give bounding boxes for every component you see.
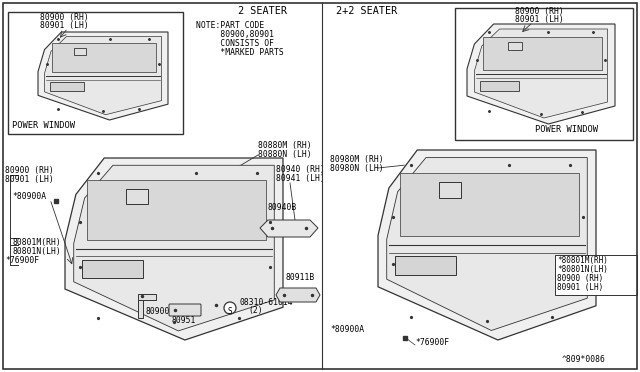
FancyBboxPatch shape [169,304,201,316]
Text: 80980M (RH): 80980M (RH) [330,155,383,164]
Bar [50,82,83,91]
Text: POWER WINDOW: POWER WINDOW [12,121,75,130]
Text: S: S [227,307,232,315]
Polygon shape [87,180,266,240]
Polygon shape [38,32,168,120]
Polygon shape [400,173,579,235]
Bar [508,42,522,50]
Text: 80901 (LH): 80901 (LH) [557,283,604,292]
Text: 80900 (RH): 80900 (RH) [515,7,564,16]
Text: *80900A: *80900A [12,192,46,201]
Bar [480,81,519,91]
Text: 80900 (RH): 80900 (RH) [5,166,54,175]
Polygon shape [467,24,615,124]
Text: 2 SEATER: 2 SEATER [238,6,287,16]
Text: (2): (2) [248,306,262,315]
Text: 80901 (LH): 80901 (LH) [40,21,89,30]
Text: 80801M(RH): 80801M(RH) [12,238,61,247]
Text: *80900A: *80900A [330,325,364,334]
Bar [439,182,461,198]
Text: 08310-61614: 08310-61614 [240,298,294,307]
Text: POWER WINDOW: POWER WINDOW [535,125,598,134]
Text: 80880M (RH): 80880M (RH) [258,141,312,150]
Polygon shape [52,44,156,73]
Polygon shape [276,288,320,302]
Polygon shape [387,158,588,330]
Polygon shape [45,36,161,115]
Text: 80980N (LH): 80980N (LH) [330,164,383,173]
Text: 80940B: 80940B [268,203,297,212]
Bar [8,12,183,134]
Text: *80801M(RH): *80801M(RH) [557,256,608,265]
Text: 80900,80901: 80900,80901 [196,30,274,39]
Text: 80900F: 80900F [145,307,174,316]
Text: 80900 (RH): 80900 (RH) [557,274,604,283]
Polygon shape [483,37,602,70]
Text: CONSISTS OF: CONSISTS OF [196,39,274,48]
Bar [83,260,143,278]
Bar [138,294,156,300]
Text: 80951: 80951 [172,316,196,325]
Bar [138,300,143,318]
Text: NOTE:PART CODE: NOTE:PART CODE [196,21,264,30]
Text: *80801N(LH): *80801N(LH) [557,265,608,274]
Bar [74,48,86,55]
Text: 80901 (LH): 80901 (LH) [515,15,564,24]
Text: 80940 (RH): 80940 (RH) [276,165,324,174]
Bar [126,189,148,203]
Text: 80941 (LH): 80941 (LH) [276,174,324,183]
Text: *76900F: *76900F [5,256,39,265]
Text: 80911B: 80911B [286,273,316,282]
Text: 2+2 SEATER: 2+2 SEATER [336,6,397,16]
Circle shape [224,302,236,314]
Polygon shape [474,29,607,118]
Text: *MARKED PARTS: *MARKED PARTS [196,48,284,57]
Text: 80901 (LH): 80901 (LH) [5,175,54,184]
Polygon shape [65,158,283,340]
Bar [555,255,637,295]
Polygon shape [260,220,318,237]
Polygon shape [378,150,596,340]
Text: 80801N(LH): 80801N(LH) [12,247,61,256]
Text: *76900F: *76900F [415,338,449,347]
Bar [396,256,456,275]
Text: 80880N (LH): 80880N (LH) [258,150,312,159]
Text: ^809*0086: ^809*0086 [562,355,606,364]
Text: 80900 (RH): 80900 (RH) [40,13,89,22]
Bar [455,8,633,140]
Polygon shape [74,165,275,331]
